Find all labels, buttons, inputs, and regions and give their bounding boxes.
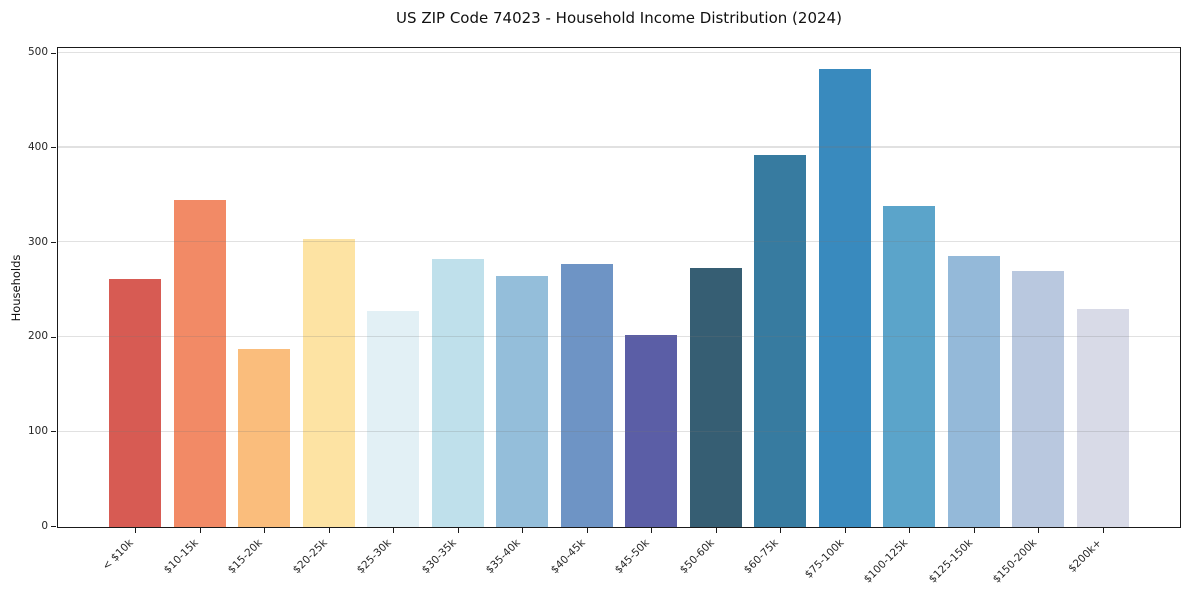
x-tick-mark	[199, 528, 202, 533]
x-tick-mark	[328, 528, 331, 533]
bar-1	[173, 199, 226, 527]
y-tick-mark	[51, 147, 56, 149]
y-tick-label: 500	[27, 46, 48, 59]
bar-13	[947, 255, 1000, 527]
x-tick-mark	[521, 528, 524, 533]
bar-15	[1076, 308, 1129, 527]
x-tick-label: $50-60k	[677, 537, 717, 577]
y-tick-label: 100	[27, 424, 48, 437]
x-tick-mark	[457, 528, 460, 533]
bar-12	[883, 206, 936, 527]
bar-14	[1012, 270, 1065, 527]
bar-8	[625, 335, 678, 527]
y-tick-mark	[51, 431, 56, 433]
x-tick-mark	[908, 528, 911, 533]
y-tick-label: 300	[27, 235, 48, 248]
bar-4	[367, 310, 420, 527]
x-tick-label: $100-125k	[861, 537, 910, 586]
y-tick-mark	[51, 525, 56, 528]
y-tick-label: 0	[41, 519, 48, 532]
bar-11	[818, 68, 871, 527]
x-tick-mark	[263, 528, 266, 533]
x-tick-label: $40-45k	[548, 537, 588, 577]
x-tick-label: $25-30k	[354, 537, 394, 577]
y-tick-mark	[51, 52, 56, 54]
x-tick-mark	[779, 528, 782, 533]
y-tick-label: 400	[27, 140, 48, 153]
y-axis-label: Households	[9, 254, 23, 322]
x-tick-mark	[715, 528, 718, 533]
x-tick-mark	[134, 528, 137, 533]
bar-2	[238, 348, 291, 527]
x-tick-mark	[392, 528, 395, 533]
x-tick-label: $200k+	[1066, 537, 1104, 575]
x-tick-mark	[844, 528, 847, 533]
bar-0	[109, 279, 161, 527]
x-tick-label: $10-15k	[161, 537, 201, 577]
y-tick-label: 200	[27, 330, 48, 343]
x-tick-label: < $10k	[100, 537, 136, 573]
x-tick-mark	[586, 528, 589, 533]
x-tick-label: $45-50k	[612, 537, 652, 577]
x-tick-label: $60-75k	[741, 537, 781, 577]
x-tick-label: $30-35k	[419, 537, 459, 577]
bar-7	[560, 264, 613, 527]
x-tick-label: $35-40k	[483, 537, 523, 577]
bar-6	[496, 275, 549, 527]
x-tick-label: $20-25k	[290, 537, 330, 577]
x-tick-mark	[973, 528, 976, 533]
bar-9	[689, 268, 742, 527]
x-tick-label: $150-200k	[990, 537, 1039, 586]
bar-3	[302, 238, 355, 527]
x-tick-label: $125-150k	[926, 537, 975, 586]
bars-layer	[58, 48, 1180, 527]
x-tick-label: $15-20k	[225, 537, 265, 577]
bar-5	[431, 258, 484, 527]
x-tick-mark	[1102, 528, 1105, 533]
y-tick-mark	[51, 241, 56, 244]
bar-10	[754, 155, 807, 527]
x-tick-label: $75-100k	[802, 537, 846, 581]
y-tick-mark	[51, 336, 56, 338]
chart-title: US ZIP Code 74023 - Household Income Dis…	[396, 9, 842, 27]
plot-area	[57, 47, 1181, 528]
x-tick-mark	[1037, 528, 1040, 533]
x-tick-mark	[650, 528, 653, 533]
